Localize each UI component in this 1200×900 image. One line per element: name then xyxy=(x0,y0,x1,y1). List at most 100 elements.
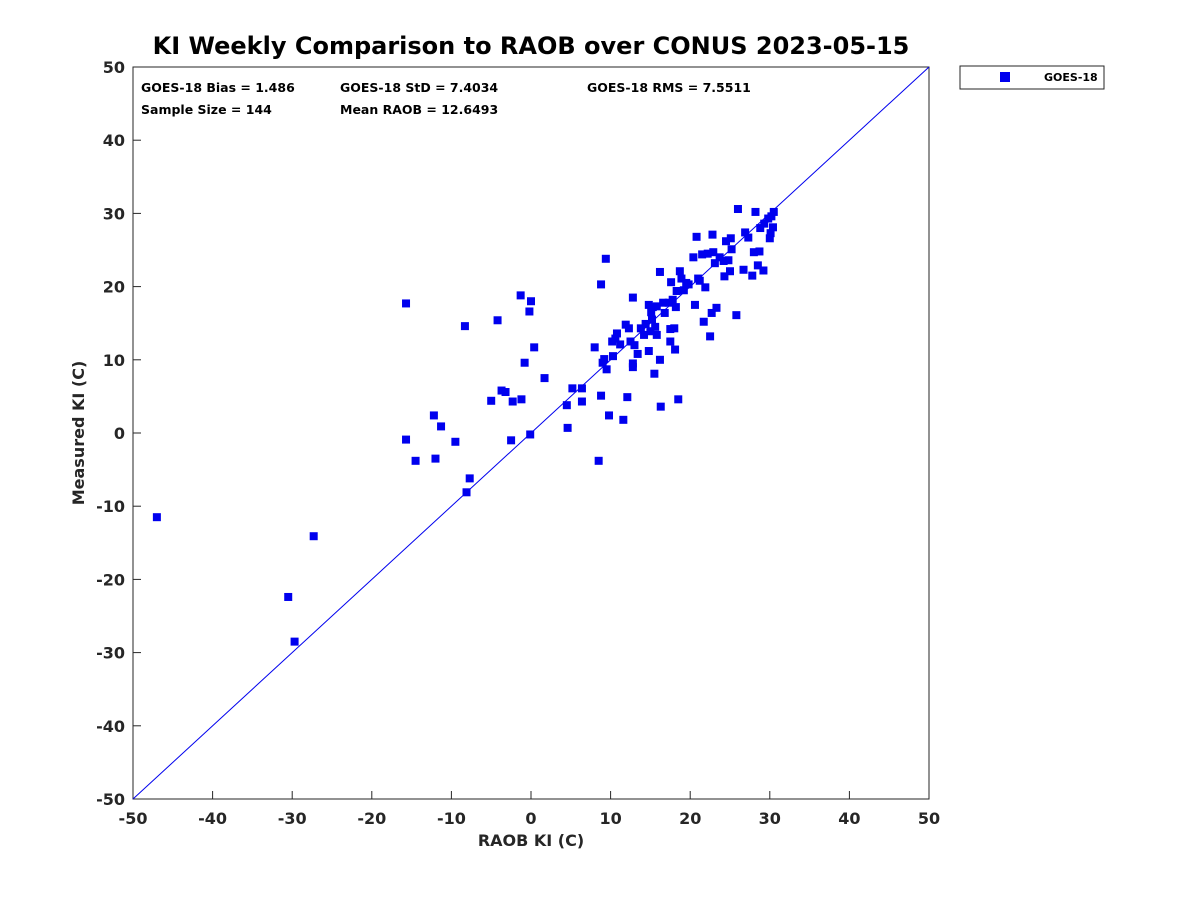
data-point xyxy=(652,302,661,311)
y-axis-label: Measured KI (C) xyxy=(69,361,88,506)
data-point xyxy=(517,395,526,404)
data-point xyxy=(710,259,719,268)
data-point xyxy=(766,229,775,238)
data-point xyxy=(727,245,736,254)
axis-tick-labels: -50 -40 -30 -20 -10 0 10 20 30 40 50 50 40 30 20 10 0 -10… xyxy=(96,58,940,828)
data-point xyxy=(527,297,535,306)
data-point xyxy=(608,352,617,361)
x-axis-label: RAOB KI (C) xyxy=(478,831,584,850)
data-point xyxy=(402,435,411,444)
data-point xyxy=(724,256,733,265)
data-point xyxy=(651,322,660,331)
y-tick-label: -10 xyxy=(96,497,125,516)
data-point xyxy=(732,311,741,320)
y-tick-label: -40 xyxy=(96,717,125,736)
data-point xyxy=(605,411,614,420)
data-point xyxy=(508,397,517,406)
data-point xyxy=(765,234,774,243)
x-tick-label: 50 xyxy=(918,809,940,828)
data-point xyxy=(516,291,525,300)
data-point xyxy=(577,384,586,393)
data-point xyxy=(701,283,710,292)
data-point xyxy=(712,303,721,312)
data-point xyxy=(741,228,750,237)
stat-std: GOES-18 StD = 7.4034 xyxy=(340,80,498,95)
data-point xyxy=(619,415,628,424)
data-point xyxy=(671,303,680,312)
data-point xyxy=(525,307,534,316)
data-point xyxy=(684,280,693,289)
data-point xyxy=(628,363,637,372)
data-point xyxy=(699,317,708,326)
x-tick-label: 20 xyxy=(679,809,701,828)
chart-title: KI Weekly Comparison to RAOB over CONUS … xyxy=(153,32,910,60)
data-point xyxy=(602,365,611,374)
legend-entry-goes-18: GOES-18 xyxy=(1044,71,1098,84)
y-tick-label: 50 xyxy=(103,58,125,77)
data-point xyxy=(647,308,656,317)
data-point xyxy=(726,267,734,276)
data-point xyxy=(647,315,656,324)
y-tick-label: 20 xyxy=(103,278,125,297)
data-point xyxy=(707,308,716,317)
data-point xyxy=(526,430,535,439)
x-tick-label: 30 xyxy=(759,809,781,828)
data-point xyxy=(666,337,675,346)
data-point xyxy=(659,298,668,307)
data-point xyxy=(722,237,731,246)
data-point xyxy=(695,276,704,285)
data-point xyxy=(577,397,586,406)
y-tick-label: 10 xyxy=(103,351,125,370)
data-point xyxy=(751,207,760,216)
data-point xyxy=(650,369,659,378)
data-point xyxy=(623,393,632,402)
data-point xyxy=(460,322,469,331)
data-point xyxy=(756,224,765,233)
data-point xyxy=(733,205,742,214)
data-point xyxy=(597,391,606,400)
data-point xyxy=(431,454,440,463)
data-point xyxy=(644,347,653,356)
data-point xyxy=(748,271,757,280)
data-point xyxy=(487,396,496,405)
data-point xyxy=(703,249,712,258)
data-point xyxy=(640,330,649,339)
data-point xyxy=(706,332,715,341)
x-tick-label: -10 xyxy=(437,809,466,828)
data-point xyxy=(668,295,677,304)
data-point xyxy=(611,334,620,343)
data-point xyxy=(633,349,642,358)
data-point xyxy=(507,436,516,445)
x-tick-label: 10 xyxy=(599,809,621,828)
data-point xyxy=(670,324,679,333)
stat-bias: GOES-18 Bias = 1.486 xyxy=(141,80,295,95)
data-point xyxy=(671,345,680,354)
legend-marker-square xyxy=(1000,72,1010,82)
data-point xyxy=(719,256,728,265)
legend: GOES-18 xyxy=(959,65,1105,90)
x-tick-label: 40 xyxy=(838,809,860,828)
data-point xyxy=(656,402,665,411)
y-tick-label: -50 xyxy=(96,790,125,809)
data-point xyxy=(624,324,633,333)
data-points xyxy=(152,205,778,646)
data-point xyxy=(769,207,778,216)
data-point xyxy=(411,456,420,465)
data-point xyxy=(590,343,599,352)
data-point xyxy=(641,319,650,328)
data-point xyxy=(429,411,438,420)
x-tick-label: -20 xyxy=(357,809,386,828)
data-point xyxy=(667,278,676,287)
data-point xyxy=(753,261,762,270)
data-point xyxy=(462,488,471,497)
data-point xyxy=(636,324,645,333)
data-point xyxy=(594,456,603,465)
data-point xyxy=(708,230,717,239)
data-point xyxy=(767,212,776,221)
data-point xyxy=(597,280,606,289)
data-point xyxy=(709,248,718,257)
data-point xyxy=(744,233,753,242)
data-point xyxy=(451,437,460,446)
data-point xyxy=(726,234,735,243)
data-point xyxy=(660,308,669,317)
